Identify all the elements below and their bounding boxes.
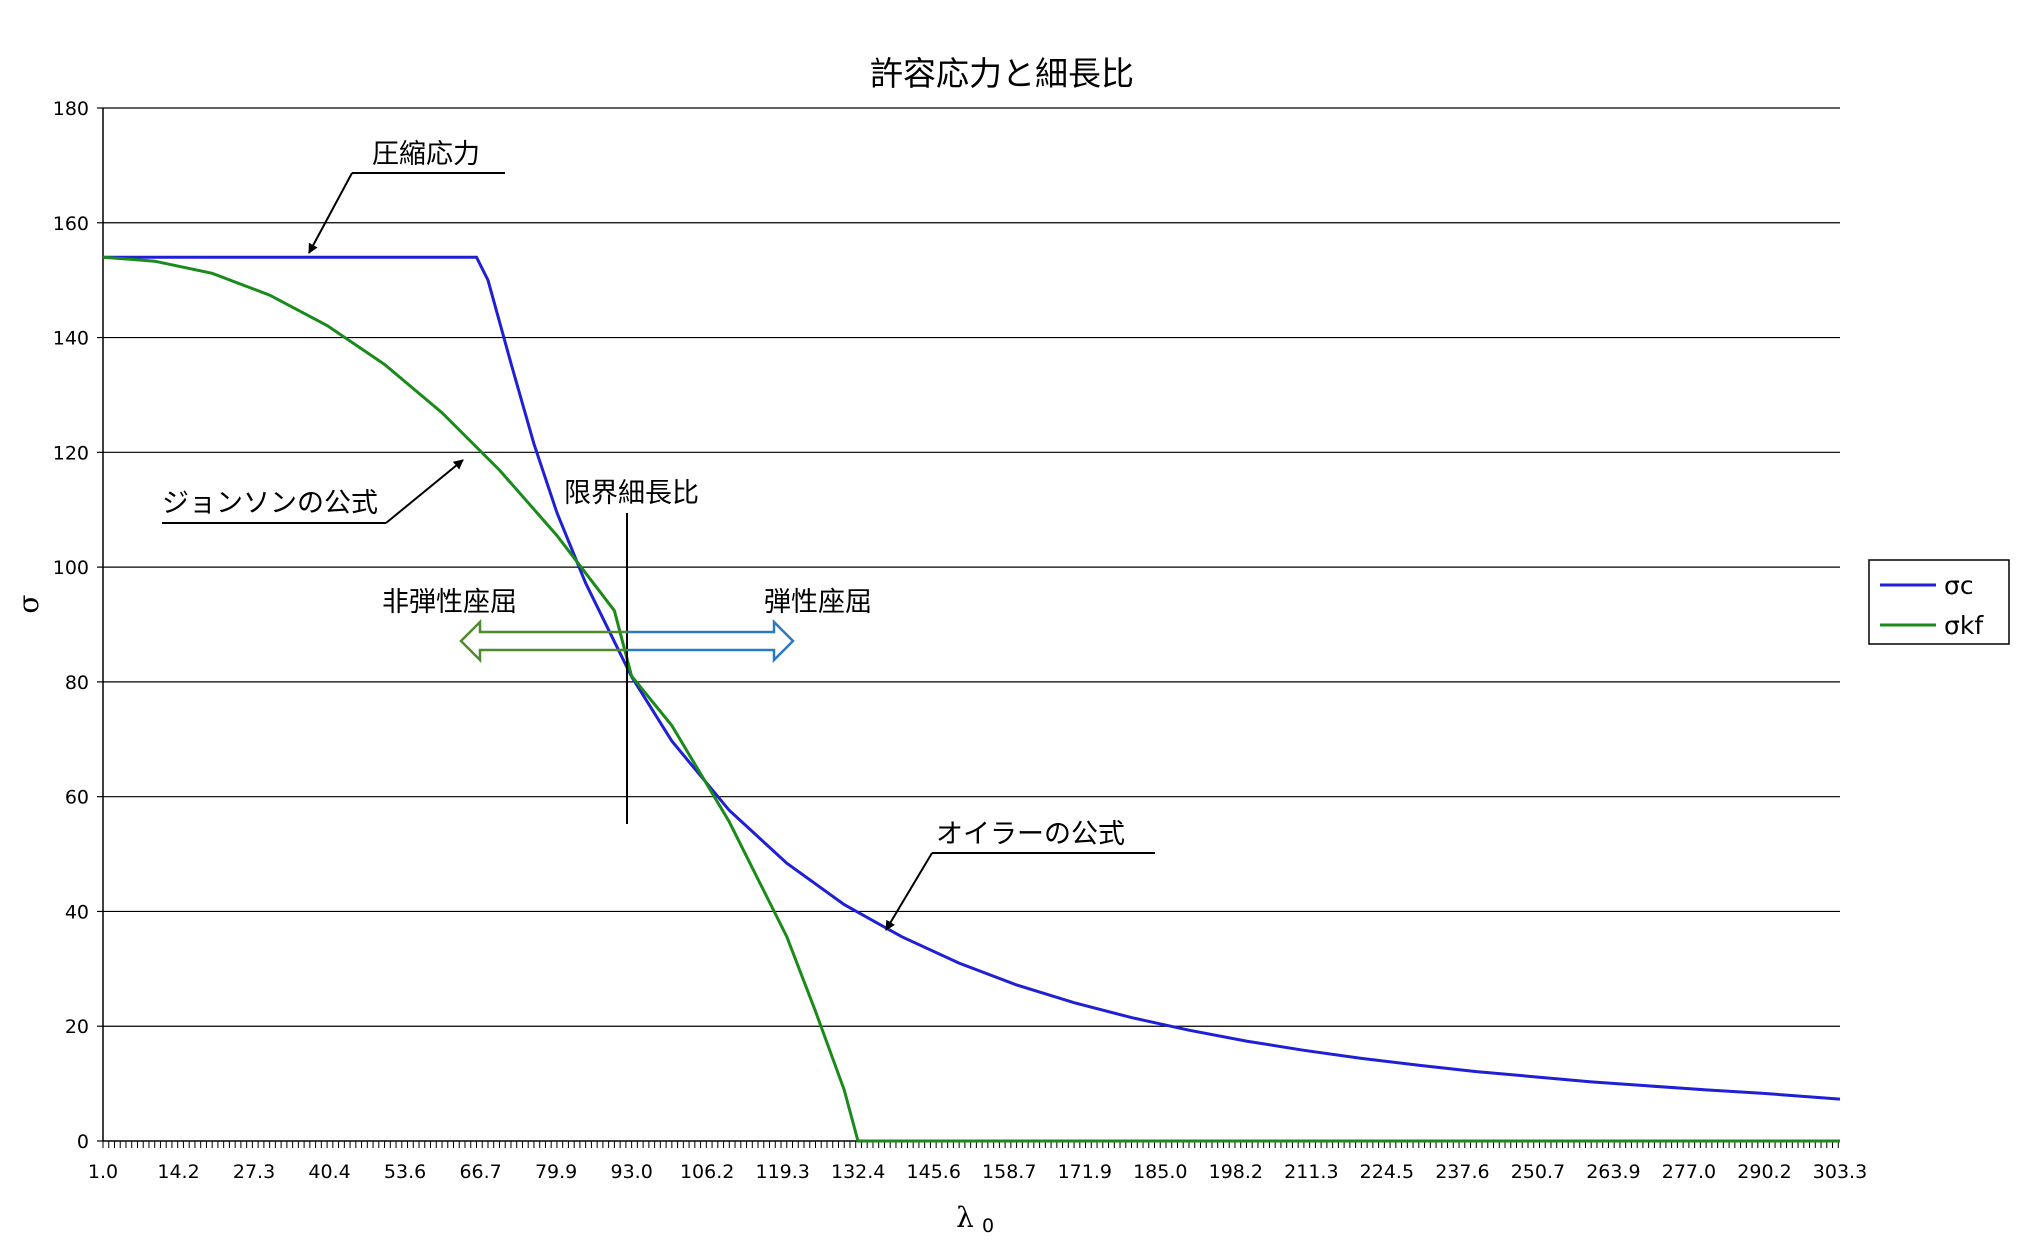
annotation-inelastic-buckling: 非弾性座屈 xyxy=(382,587,517,618)
y-tick-label: 100 xyxy=(53,557,89,579)
x-minor-ticks xyxy=(102,1141,1839,1148)
x-tick-label: 53.6 xyxy=(384,1161,426,1183)
x-tick-label: 145.6 xyxy=(907,1161,961,1183)
x-tick-label: 27.3 xyxy=(233,1161,275,1183)
x-tick-label: 158.7 xyxy=(982,1161,1036,1183)
x-tick-label: 66.7 xyxy=(459,1161,501,1183)
legend: σc σkf xyxy=(1868,559,2010,645)
x-tick-label: 290.2 xyxy=(1737,1161,1791,1183)
legend-label-sigma-c: σc xyxy=(1944,571,1974,600)
elastic-region-arrow xyxy=(627,618,795,664)
inelastic-region-arrow xyxy=(459,618,627,664)
x-minor-tick-marks xyxy=(102,1141,1839,1148)
y-tick-label: 40 xyxy=(65,901,89,923)
series-sigma-kf-line xyxy=(102,255,1840,1143)
y-tick-label: 60 xyxy=(65,787,89,809)
series-sigma-c-line xyxy=(103,255,1841,1101)
chart-title: 許容応力と細長比 xyxy=(870,54,1134,93)
compressive-arrow xyxy=(308,172,353,254)
euler-arrow xyxy=(885,852,933,931)
y-tick-label: 80 xyxy=(65,672,89,694)
annotation-elastic-buckling: 弾性座屈 xyxy=(764,587,872,618)
y-tick-label: 20 xyxy=(65,1016,89,1038)
x-tick-label: 171.9 xyxy=(1058,1161,1112,1183)
x-axis-label-subscript: 0 xyxy=(982,1215,994,1237)
x-tick-label: 224.5 xyxy=(1360,1161,1414,1183)
y-tick-label: 160 xyxy=(53,213,89,235)
x-tick-label: 303.3 xyxy=(1813,1161,1867,1183)
johnson-arrow xyxy=(385,459,464,524)
y-tick-label: 120 xyxy=(53,442,89,464)
y-tick-label: 180 xyxy=(53,98,89,120)
annotation-critical-slenderness: 限界細長比 xyxy=(564,478,699,509)
x-tick-label: 79.9 xyxy=(535,1161,577,1183)
x-axis-label: λ xyxy=(956,1201,974,1234)
legend-label-sigma-kf: σkf xyxy=(1944,611,1984,640)
annotation-compressive-stress: 圧縮応力 xyxy=(372,139,480,170)
y-tick-label: 0 xyxy=(77,1131,89,1153)
x-tick-label: 211.3 xyxy=(1284,1161,1338,1183)
y-tick-label: 140 xyxy=(53,328,89,350)
x-tick-label: 277.0 xyxy=(1662,1161,1716,1183)
x-tick-label: 132.4 xyxy=(831,1161,885,1183)
legend-box xyxy=(1868,559,2010,645)
x-tick-label: 1.0 xyxy=(88,1161,118,1183)
x-tick-label: 40.4 xyxy=(308,1161,350,1183)
x-tick-label: 185.0 xyxy=(1133,1161,1187,1183)
grid-lines xyxy=(103,107,1840,1027)
x-tick-labels: 1.0 14.2 27.3 40.4 53.6 66.7 79.9 93.0 106.2 119.… xyxy=(88,1161,1867,1183)
x-tick-label: 14.2 xyxy=(157,1161,199,1183)
annotation-johnson-formula: ジョンソンの公式 xyxy=(162,488,378,519)
y-axis-label: σ xyxy=(12,594,45,613)
x-tick-label: 119.3 xyxy=(755,1161,809,1183)
annotation-euler-formula: オイラーの公式 xyxy=(936,819,1125,850)
x-tick-label: 263.9 xyxy=(1586,1161,1640,1183)
x-tick-label: 93.0 xyxy=(610,1161,652,1183)
x-tick-label: 237.6 xyxy=(1435,1161,1489,1183)
x-tick-label: 198.2 xyxy=(1209,1161,1263,1183)
x-tick-label: 106.2 xyxy=(680,1161,734,1183)
y-tick-labels: 0 20 40 60 80 100 120 140 160 180 xyxy=(53,98,103,1153)
x-tick-label: 250.7 xyxy=(1511,1161,1565,1183)
